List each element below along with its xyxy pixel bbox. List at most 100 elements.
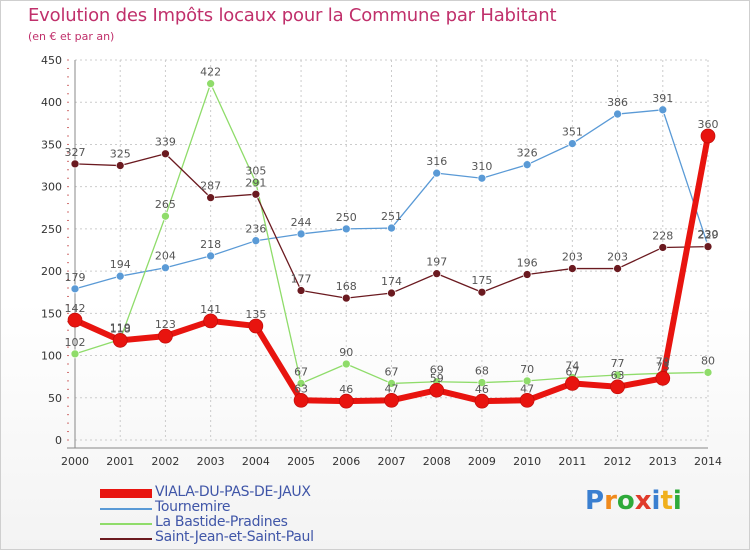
data-label: 194 [110, 258, 131, 271]
data-label: 386 [607, 96, 628, 109]
data-point [296, 229, 306, 239]
data-point [655, 371, 671, 386]
data-point [251, 178, 261, 187]
data-label: 228 [652, 229, 673, 242]
data-point [522, 376, 532, 386]
data-point [341, 224, 351, 234]
data-point [568, 139, 577, 148]
legend-swatch [100, 508, 152, 510]
data-label: 325 [110, 148, 131, 161]
x-tick-label: 2010 [513, 455, 541, 468]
brand-letter: r [604, 486, 617, 516]
brand-letter: P [585, 486, 605, 516]
data-label: 230 [698, 228, 719, 241]
data-point [206, 251, 215, 261]
data-point [610, 379, 625, 395]
y-tick-label: 300 [41, 181, 62, 194]
legend-label: La Bastide-Pradines [155, 514, 288, 530]
data-point [112, 333, 128, 348]
data-point [568, 264, 577, 273]
data-label: 196 [517, 256, 538, 269]
data-point [341, 359, 351, 369]
data-point [519, 392, 535, 408]
data-point [387, 379, 396, 388]
data-point [429, 382, 445, 398]
data-label: 80 [701, 354, 715, 367]
data-label: 327 [65, 146, 86, 159]
y-tick-label: 100 [41, 350, 62, 363]
data-label: 119 [110, 322, 131, 335]
data-point [387, 288, 396, 298]
y-tick-label: 150 [41, 307, 62, 320]
data-label: 70 [520, 363, 534, 376]
brand-letter: t [660, 486, 673, 516]
data-point [296, 286, 306, 295]
data-label: 229 [698, 229, 719, 242]
data-label: 74 [565, 360, 579, 373]
y-tick-label: 200 [41, 265, 62, 278]
x-tick-label: 2013 [649, 455, 677, 468]
data-point [700, 128, 716, 144]
data-label: 68 [475, 365, 489, 378]
data-point [658, 105, 668, 115]
data-point [115, 271, 125, 281]
data-point [477, 287, 487, 297]
y-tick-label: 400 [41, 96, 62, 109]
legend-label: Tournemire [155, 499, 231, 515]
data-label: 316 [426, 155, 447, 168]
data-point [338, 393, 354, 409]
x-tick-label: 2012 [604, 455, 632, 468]
legend-label: Saint-Jean-et-Saint-Paul [155, 529, 314, 545]
x-tick-label: 2005 [287, 455, 315, 468]
data-label: 77 [611, 357, 625, 370]
data-point [67, 312, 83, 328]
data-label: 79 [656, 355, 670, 368]
data-point [251, 236, 261, 246]
data-point [206, 193, 215, 202]
legend-label: VIALA-DU-PAS-DE-JAUX [155, 484, 311, 500]
data-point [296, 379, 306, 388]
data-label: 175 [471, 274, 492, 287]
data-label: 305 [245, 164, 266, 177]
x-tick-label: 2003 [197, 455, 225, 468]
data-label: 250 [336, 211, 357, 224]
legend-swatch [100, 523, 152, 525]
data-label: 67 [385, 365, 399, 378]
data-label: 422 [200, 66, 221, 79]
data-label: 203 [562, 251, 583, 264]
data-point [293, 392, 309, 408]
x-tick-label: 2000 [61, 455, 89, 468]
data-point [158, 328, 173, 344]
data-point [432, 269, 442, 278]
x-tick-label: 2011 [558, 455, 586, 468]
y-tick-label: 350 [41, 138, 62, 151]
data-point [161, 263, 170, 273]
data-label: 339 [155, 136, 176, 149]
y-tick-label: 0 [55, 434, 62, 447]
data-point [251, 189, 261, 199]
data-label: 63 [611, 369, 625, 382]
data-point [477, 378, 487, 387]
data-label: 67 [565, 365, 579, 378]
data-label: 135 [245, 308, 266, 321]
data-label: 118 [110, 322, 131, 335]
data-label: 326 [517, 147, 538, 160]
data-label: 360 [698, 118, 719, 131]
data-label: 67 [294, 365, 308, 378]
data-label: 174 [381, 275, 402, 288]
data-point [432, 168, 442, 178]
proxiti-logo: Proxiti [585, 486, 682, 516]
data-point [703, 242, 713, 251]
x-tick-label: 2002 [151, 455, 179, 468]
legend-swatch [100, 489, 152, 498]
data-label: 141 [200, 303, 221, 316]
data-label: 47 [520, 382, 534, 395]
data-label: 63 [294, 382, 308, 395]
data-point [477, 173, 487, 183]
x-tick-label: 2004 [242, 455, 270, 468]
data-label: 236 [245, 223, 266, 236]
data-label: 177 [291, 273, 312, 286]
data-point [522, 160, 532, 170]
data-point [115, 161, 125, 170]
